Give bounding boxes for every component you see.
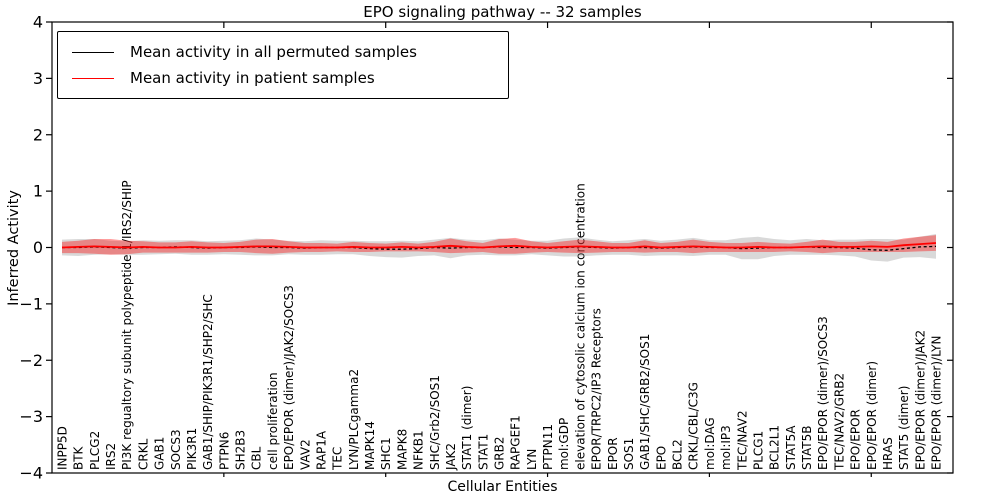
permuted-line-sample-icon: [72, 51, 114, 53]
x-tick-label: MAPK14: [363, 421, 377, 470]
patient-std-band: [62, 235, 936, 255]
x-tick-label: EPO/EPOR (dimer)/JAK2/SOCS3: [282, 285, 296, 470]
legend-item-permuted: Mean activity in all permuted samples: [72, 39, 498, 65]
y-tick-label: −2: [19, 351, 43, 370]
legend-label-permuted: Mean activity in all permuted samples: [130, 43, 417, 61]
x-tick-label: STAT1: [476, 434, 490, 470]
x-tick-label: EPO/EPOR (dimer): [865, 361, 879, 470]
x-tick-label: mol:GDP: [557, 418, 571, 470]
y-tick-label: 1: [33, 182, 43, 201]
y-tick-label: −3: [19, 407, 43, 426]
x-tick-label: mol:IP3: [719, 425, 733, 470]
x-tick-label: EPO/EPOR (dimer)/SOCS3: [816, 316, 830, 470]
x-tick-label: BCL2: [671, 439, 685, 470]
x-tick-label: STAT5A: [784, 425, 798, 470]
patient-line-sample-icon: [72, 77, 114, 79]
legend-item-patient: Mean activity in patient samples: [72, 65, 498, 91]
x-tick-label: PTPN6: [217, 432, 231, 470]
x-tick-label: TEC: [331, 447, 345, 471]
y-tick-label: 0: [33, 238, 43, 257]
x-tick-label: EPO: [654, 446, 668, 470]
x-tick-label: STAT1 (dimer): [460, 386, 474, 470]
x-axis-label: Cellular Entities: [447, 479, 558, 495]
x-tick-label: EPO/EPOR (dimer)/LYN: [930, 336, 944, 470]
x-tick-label: EPOR: [606, 437, 620, 470]
x-tick-label: cell proliferation: [266, 372, 280, 470]
x-tick-label: SOCS3: [169, 429, 183, 470]
x-tick-label: STAT5 (dimer): [897, 386, 911, 470]
x-tick-label: SH2B3: [234, 430, 248, 470]
x-tick-label: SOS1: [622, 438, 636, 470]
x-tick-label: JAK2: [444, 443, 458, 471]
y-tick-label: 3: [33, 69, 43, 88]
legend: Mean activity in all permuted samples Me…: [57, 31, 509, 99]
x-tick-label: INPP5D: [56, 426, 70, 470]
legend-label-patient: Mean activity in patient samples: [130, 69, 375, 87]
x-tick-label: PI3K regualtory subunit polypeptide 1/IR…: [120, 180, 134, 470]
y-tick-label: −1: [19, 294, 43, 313]
x-tick-label: BCL2L1: [768, 425, 782, 470]
x-tick-label: CRKL: [136, 438, 150, 470]
x-tick-label: RAP1A: [314, 430, 328, 470]
x-tick-label: GAB1/SHC/GRB2/SOS1: [638, 334, 652, 470]
x-tick-label: SHC/Grb2/SOS1: [428, 375, 442, 470]
x-tick-label: GAB1: [153, 437, 167, 470]
x-tick-label: HRAS: [881, 437, 895, 470]
patient-mean-line: [61, 242, 937, 249]
x-tick-label: TEC/NAV2: [735, 410, 749, 471]
x-tick-label: TEC/NAV2/GRB2: [832, 373, 846, 471]
x-tick-label: PIK3R1: [185, 428, 199, 470]
x-tick-label: RAPGEF1: [509, 415, 523, 470]
x-tick-label: GRB2: [493, 436, 507, 470]
x-tick-label: LYN: [525, 449, 539, 470]
x-tick-label: EPO/EPOR: [849, 409, 863, 470]
x-tick-label: EPOR/TRPC2/IP3 Receptors: [590, 308, 604, 470]
x-tick-label: LYN/PLCgamma2: [347, 369, 361, 470]
x-tick-label: GAB1/SHIP/PIK3R1/SHP2/SHC: [201, 294, 215, 470]
x-tick-label: mol:DAG: [703, 417, 717, 470]
x-tick-label: BTK: [72, 445, 86, 470]
chart-title: EPO signaling pathway -- 32 samples: [363, 3, 642, 21]
x-tick-label: elevation of cytosolic calcium ion conce…: [573, 183, 587, 470]
x-tick-label: PTPN11: [541, 424, 555, 470]
y-tick-label: −4: [19, 464, 43, 483]
x-tick-label: EPO/EPOR (dimer)/JAK2: [913, 330, 927, 470]
y-tick-label: 4: [33, 13, 43, 32]
y-tick-label: 2: [33, 125, 43, 144]
x-tick-label: CBL: [250, 446, 264, 470]
x-tick-label: PLCG1: [751, 431, 765, 470]
x-tick-label: IRS2: [104, 443, 118, 470]
x-tick-label: VAV2: [298, 439, 312, 470]
x-tick-label: MAPK8: [395, 429, 409, 470]
x-tick-label: STAT5B: [800, 426, 814, 471]
x-tick-label: NFKB1: [412, 430, 426, 470]
x-tick-label: SHC1: [379, 437, 393, 470]
x-tick-label: CRKL/CBL/C3G: [687, 382, 701, 470]
x-tick-label: PLCG2: [88, 431, 102, 470]
permuted-std-band: [62, 234, 936, 262]
